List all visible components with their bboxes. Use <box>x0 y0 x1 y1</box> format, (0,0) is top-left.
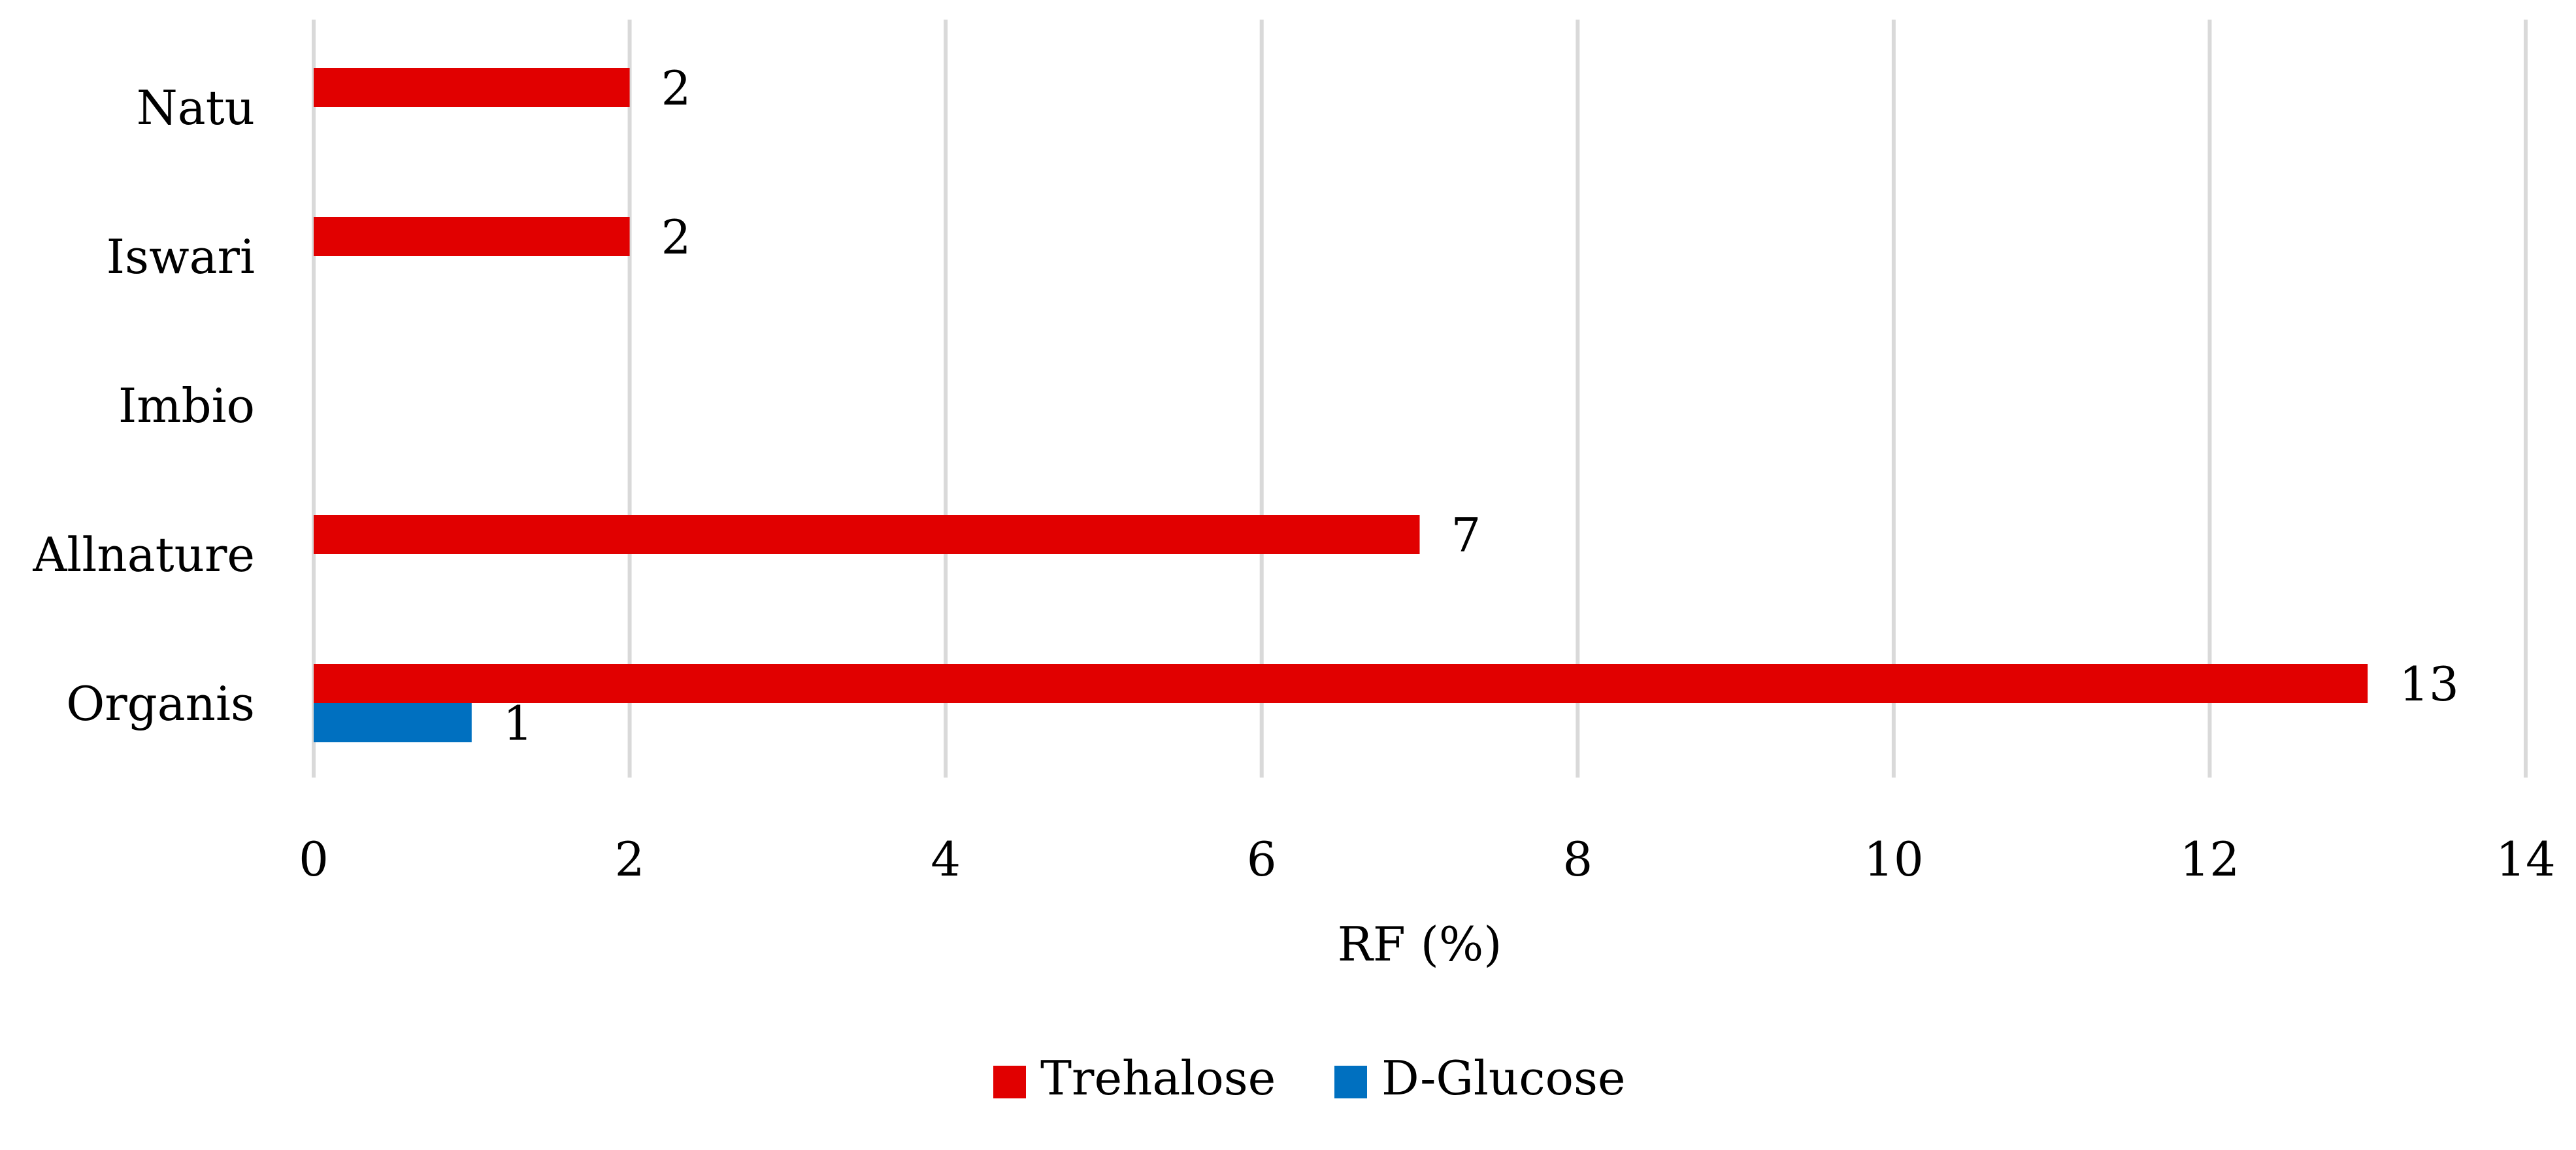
x-tick-label: 14 <box>2496 832 2556 887</box>
legend-swatch <box>1334 1066 1367 1098</box>
legend-swatch <box>993 1066 1026 1098</box>
data-label: 13 <box>2399 657 2459 712</box>
legend: Trehalose D-Glucose <box>993 1051 1626 1106</box>
x-tick-label: 0 <box>299 832 329 887</box>
x-axis-title: RF (%) <box>1338 917 1502 972</box>
bar-trehalose <box>314 217 630 256</box>
bar-d-glucose <box>314 703 472 742</box>
labels-layer: 13 7 2 2 1 <box>503 61 2459 751</box>
bar-trehalose <box>314 68 630 107</box>
x-tick-label: 6 <box>1247 832 1277 887</box>
legend-label: D-Glucose <box>1381 1051 1626 1106</box>
ticks-layer: 0 2 4 6 8 10 12 14OrganisAllnatureImbioIswariNa… <box>32 80 2556 887</box>
bars-layer <box>314 68 2368 742</box>
x-tick-label: 12 <box>2180 832 2240 887</box>
bar-trehalose <box>314 664 2368 703</box>
x-tick-label: 4 <box>931 832 961 887</box>
legend-label: Trehalose <box>1040 1051 1276 1106</box>
data-label: 2 <box>661 210 691 265</box>
grid-layer <box>312 20 2528 778</box>
bar-trehalose <box>314 515 1420 554</box>
y-tick-label: Allnature <box>32 527 255 582</box>
data-label: 7 <box>1451 508 1481 563</box>
x-tick-label: 8 <box>1562 832 1593 887</box>
x-tick-label: 2 <box>615 832 645 887</box>
y-tick-label: Iswari <box>107 229 255 284</box>
y-tick-label: Organis <box>66 676 255 731</box>
data-label: 2 <box>661 61 691 116</box>
y-tick-label: Imbio <box>118 378 255 433</box>
data-label: 1 <box>503 696 533 751</box>
y-tick-label: Natu <box>137 80 255 135</box>
x-tick-label: 10 <box>1864 832 1924 887</box>
